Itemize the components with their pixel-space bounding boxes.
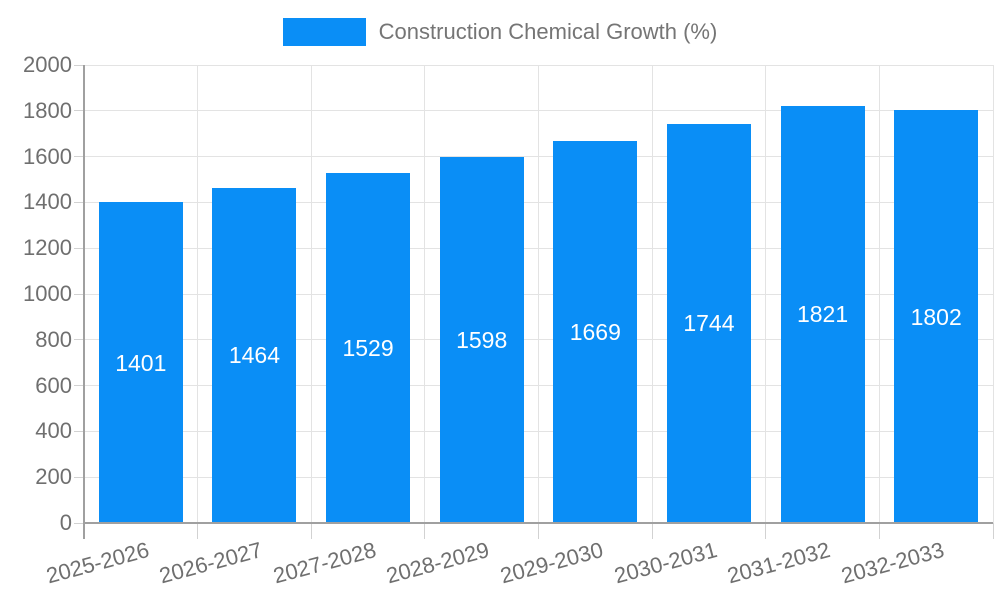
y-axis-tick: [74, 430, 84, 432]
bar: [553, 140, 638, 523]
x-tick-label: 2028-2029: [384, 537, 493, 589]
bar: [666, 123, 751, 523]
y-axis-tick: [74, 201, 84, 203]
x-tick-label: 2027-2028: [270, 537, 379, 589]
y-axis-tick: [74, 110, 84, 112]
y-axis-tick: [74, 64, 84, 66]
v-gridline: [197, 65, 199, 523]
bar: [212, 187, 297, 523]
bar: [98, 202, 183, 523]
x-axis-tick: [197, 523, 199, 539]
v-gridline: [424, 65, 426, 523]
y-tick-label: 200: [35, 464, 72, 490]
v-gridline: [538, 65, 539, 523]
x-tick-label: 2031-2032: [724, 537, 834, 589]
v-gridline: [878, 65, 880, 523]
bar: [326, 172, 411, 523]
bar: [439, 157, 524, 523]
plot-area: 1401 1464 1529 1598 1669 1744 1821 1802: [84, 64, 994, 523]
x-axis-tick: [424, 523, 426, 539]
y-axis-tick: [74, 293, 84, 295]
bar-value-label: 1598: [456, 327, 508, 354]
x-tick-label: 2032-2033: [838, 537, 947, 589]
legend: Construction Chemical Growth (%): [0, 16, 1000, 48]
bar-value-label: 1821: [796, 301, 849, 328]
x-axis-tick: [538, 523, 539, 539]
legend-label: Construction Chemical Growth (%): [378, 19, 718, 44]
bar: [894, 110, 979, 523]
y-axis-tick: [74, 156, 84, 158]
v-gridline: [992, 65, 994, 523]
x-axis-line: [84, 522, 993, 524]
bar-value-label: 1401: [115, 349, 167, 376]
y-axis-line: [83, 65, 85, 539]
x-tick-label: 2029-2030: [497, 537, 606, 589]
y-tick-label: 1200: [23, 235, 72, 261]
y-tick-label: 1000: [23, 281, 72, 306]
x-tick-label: 2025-2026: [43, 537, 152, 589]
y-tick-label: 0: [59, 510, 72, 535]
v-gridline: [765, 65, 767, 523]
y-tick-label: 800: [35, 326, 72, 352]
y-tick-label: 1400: [23, 189, 72, 215]
v-gridline: [651, 65, 653, 523]
bar: [780, 105, 865, 523]
x-axis-tick: [651, 523, 653, 539]
v-gridline: [310, 65, 312, 523]
y-axis-tick: [74, 247, 84, 249]
y-axis-tick: [74, 339, 84, 341]
legend-swatch: [282, 18, 366, 46]
bar-value-label: 1464: [228, 342, 281, 369]
y-tick-label: 1600: [23, 143, 72, 169]
x-axis-tick: [878, 523, 880, 539]
bar-value-label: 1669: [569, 318, 621, 345]
bar-value-label: 1529: [342, 334, 394, 361]
x-axis-tick: [765, 523, 767, 539]
y-tick-label: 2000: [23, 52, 72, 77]
x-tick-label: 2026-2027: [156, 537, 265, 589]
x-axis-tick: [310, 523, 312, 539]
x-tick-label: 2030-2031: [611, 537, 720, 589]
x-axis-tick: [992, 523, 994, 539]
y-tick-label: 400: [35, 418, 72, 444]
bar-value-label: 1802: [910, 303, 962, 330]
bar-value-label: 1744: [683, 310, 735, 337]
y-axis-tick: [74, 476, 84, 478]
y-axis-tick: [74, 385, 84, 387]
y-axis-tick: [74, 522, 84, 524]
y-tick-label: 600: [35, 372, 72, 398]
y-tick-label: 1800: [23, 97, 72, 123]
